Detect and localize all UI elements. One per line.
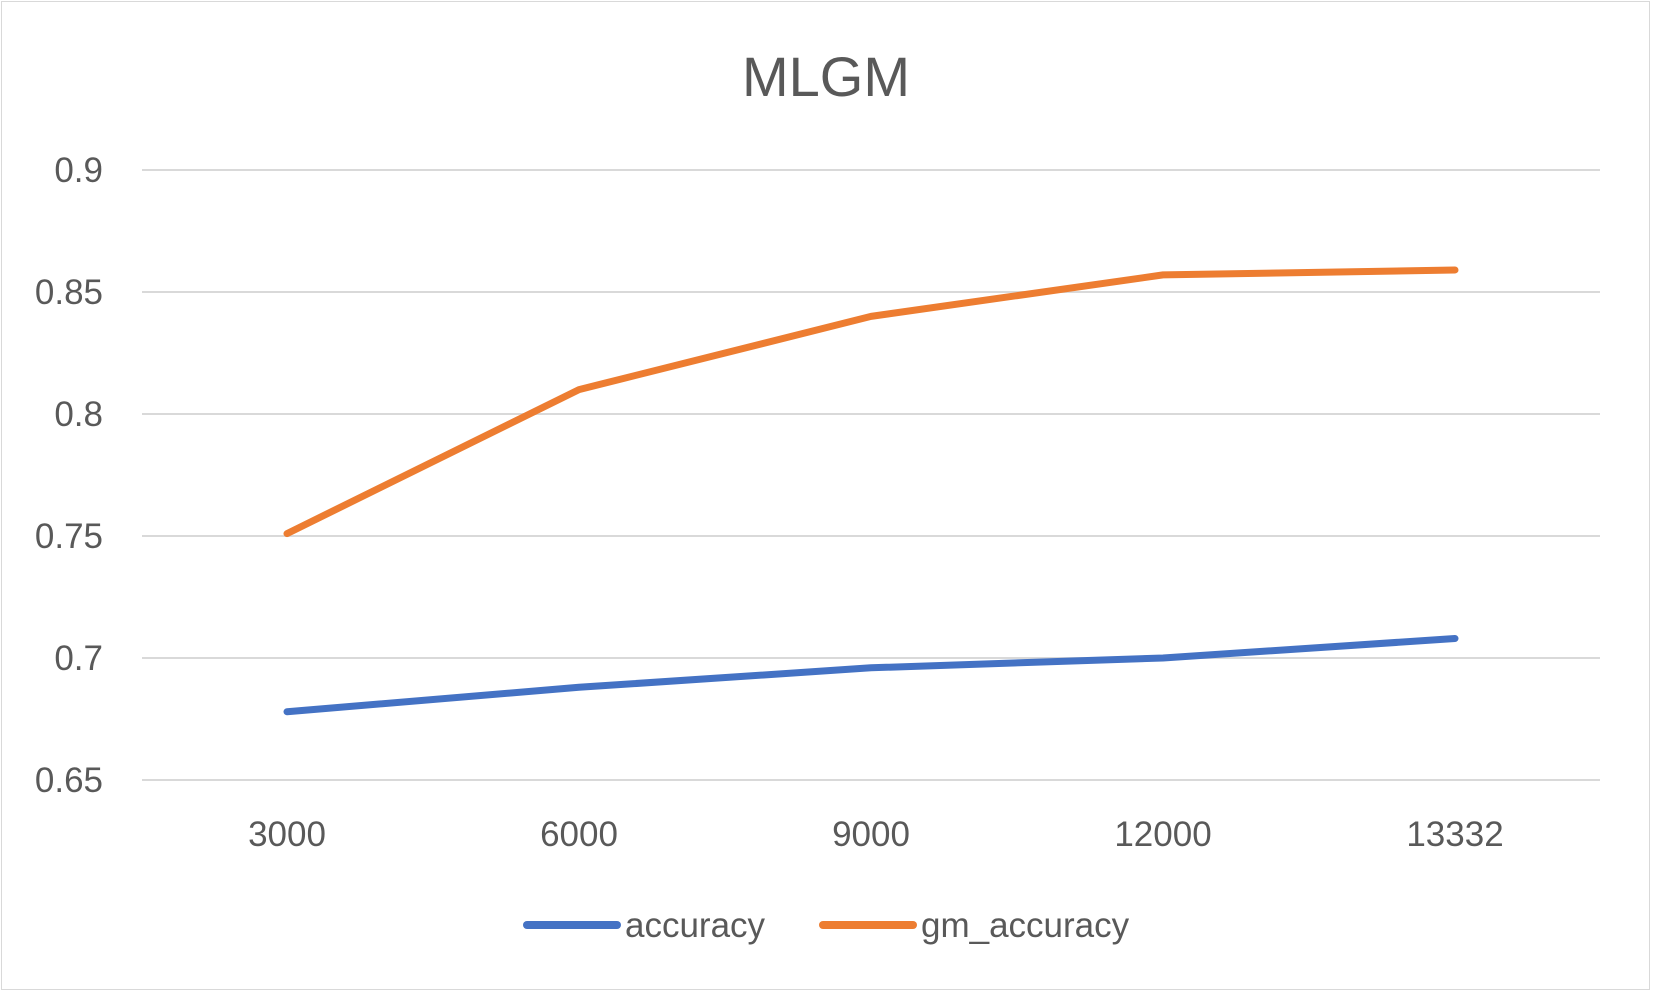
y-tick-label: 0.9 [54, 151, 103, 190]
y-tick-label: 0.85 [35, 273, 103, 312]
x-tick-label: 6000 [540, 815, 618, 854]
y-axis-ticks: 0.65 0.7 0.75 0.8 0.85 0.9 [35, 151, 103, 800]
y-tick-label: 0.65 [35, 761, 103, 800]
y-tick-label: 0.75 [35, 517, 103, 556]
x-tick-label: 9000 [832, 815, 910, 854]
series-line-gm-accuracy [283, 266, 1459, 538]
legend-label: accuracy [625, 906, 766, 945]
x-tick-label: 13332 [1406, 815, 1503, 854]
legend: accuracy gm_accuracy [523, 906, 1130, 945]
chart-title: MLGM [742, 45, 910, 108]
legend-label: gm_accuracy [921, 906, 1130, 945]
x-tick-label: 3000 [248, 815, 326, 854]
x-axis-ticks: 3000 6000 9000 12000 13332 [248, 815, 1504, 854]
y-tick-label: 0.8 [54, 395, 103, 434]
series-lines [283, 266, 1459, 716]
gridlines [142, 169, 1600, 781]
y-tick-label: 0.7 [54, 639, 103, 678]
series-line-accuracy [283, 635, 1459, 716]
x-tick-label: 12000 [1114, 815, 1211, 854]
